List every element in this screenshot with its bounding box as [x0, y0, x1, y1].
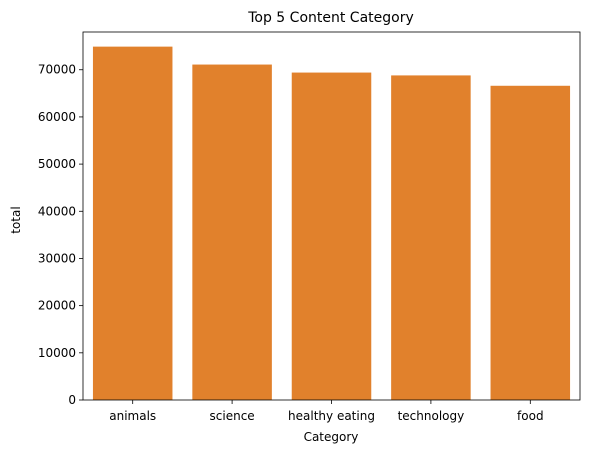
x-axis-label: Category — [304, 430, 359, 444]
bar-science — [192, 64, 272, 401]
x-tick-label: science — [210, 409, 255, 423]
y-axis-label: total — [9, 206, 23, 233]
y-tick-label: 10000 — [38, 346, 76, 360]
y-tick-label: 40000 — [38, 204, 76, 218]
x-axis: animals science healthy eating technology fo… — [109, 400, 544, 423]
y-tick-label: 60000 — [38, 110, 76, 124]
y-tick-label: 0 — [68, 393, 76, 407]
chart-title: Top 5 Content Category — [247, 10, 414, 26]
y-axis: 0 10000 20000 30000 40000 50000 60000 70000 — [38, 63, 83, 407]
x-tick-label: healthy eating — [288, 409, 375, 423]
x-tick-label: technology — [398, 409, 465, 423]
bar-technology — [391, 75, 471, 400]
bar-animals — [92, 46, 173, 400]
x-tick-label: animals — [109, 409, 156, 423]
x-tick-label: food — [517, 409, 544, 423]
y-tick-label: 70000 — [38, 63, 76, 77]
bar-food — [490, 85, 571, 400]
plot-area — [82, 31, 581, 401]
bar-healthy-eating — [291, 72, 372, 400]
y-tick-label: 30000 — [38, 251, 76, 265]
y-tick-label: 20000 — [38, 299, 76, 313]
y-tick-label: 50000 — [38, 157, 76, 171]
